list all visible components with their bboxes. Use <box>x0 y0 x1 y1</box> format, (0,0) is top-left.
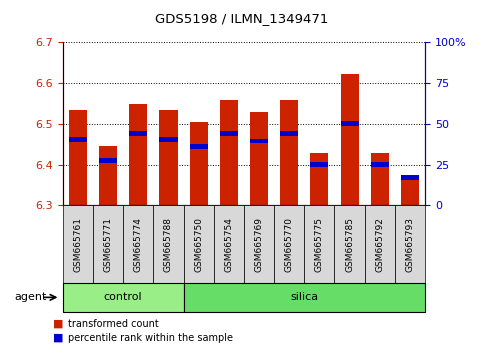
Bar <box>69 110 87 205</box>
Bar <box>99 146 117 205</box>
Bar <box>159 110 178 205</box>
Bar <box>311 162 328 167</box>
Text: silica: silica <box>290 292 318 302</box>
Bar <box>280 131 298 136</box>
Text: GSM665771: GSM665771 <box>103 217 113 272</box>
Bar <box>159 137 178 142</box>
Bar <box>129 104 147 205</box>
Bar <box>69 137 87 142</box>
Bar <box>99 158 117 163</box>
Bar <box>371 153 389 205</box>
Bar <box>129 131 147 136</box>
Text: GSM665750: GSM665750 <box>194 217 203 272</box>
Bar <box>220 100 238 205</box>
Text: GSM665788: GSM665788 <box>164 217 173 272</box>
Text: percentile rank within the sample: percentile rank within the sample <box>68 333 233 343</box>
Text: GSM665770: GSM665770 <box>284 217 294 272</box>
Text: GSM665785: GSM665785 <box>345 217 354 272</box>
Bar <box>189 122 208 205</box>
Bar <box>401 177 419 205</box>
Bar <box>341 121 358 126</box>
Text: agent: agent <box>14 292 47 302</box>
Text: GSM665754: GSM665754 <box>224 217 233 272</box>
Bar <box>189 144 208 149</box>
Text: GDS5198 / ILMN_1349471: GDS5198 / ILMN_1349471 <box>155 12 328 25</box>
Text: GSM665761: GSM665761 <box>73 217 83 272</box>
Text: control: control <box>104 292 142 302</box>
Text: GSM665775: GSM665775 <box>315 217 324 272</box>
Text: transformed count: transformed count <box>68 319 158 329</box>
Bar <box>220 131 238 136</box>
Bar <box>401 175 419 180</box>
Text: ■: ■ <box>53 333 64 343</box>
Text: ■: ■ <box>53 319 64 329</box>
Bar <box>311 153 328 205</box>
Text: GSM665792: GSM665792 <box>375 217 384 272</box>
Text: GSM665769: GSM665769 <box>255 217 264 272</box>
Text: GSM665774: GSM665774 <box>134 217 143 272</box>
Bar <box>341 74 358 205</box>
Bar <box>280 100 298 205</box>
Bar <box>371 162 389 167</box>
Bar <box>250 138 268 143</box>
Bar <box>250 112 268 205</box>
Text: GSM665793: GSM665793 <box>405 217 414 272</box>
